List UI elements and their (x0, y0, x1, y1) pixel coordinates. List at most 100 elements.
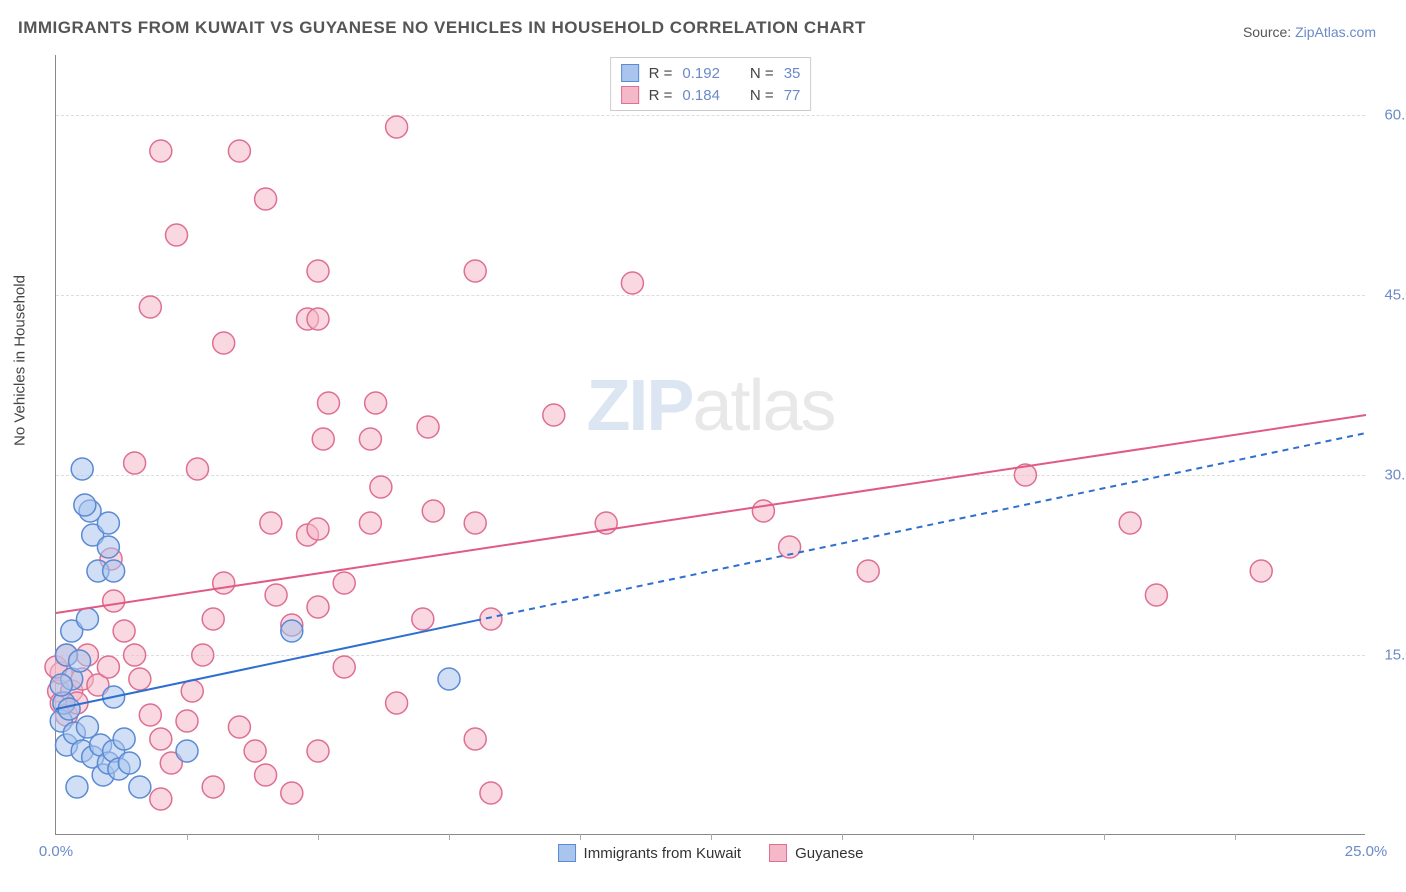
data-point (1119, 512, 1141, 534)
data-point (71, 458, 93, 480)
data-point (260, 512, 282, 534)
y-axis-label: No Vehicles in Household (12, 275, 29, 446)
data-point (752, 500, 774, 522)
source-value: ZipAtlas.com (1295, 24, 1376, 40)
legend-label: Immigrants from Kuwait (584, 845, 742, 862)
data-point (1250, 560, 1272, 582)
y-tick-label: 60.0% (1372, 107, 1406, 124)
n-label: N = (750, 65, 774, 82)
data-point (166, 224, 188, 246)
tick-minor (1235, 834, 1236, 840)
legend-label: Guyanese (795, 845, 863, 862)
tick-minor (842, 834, 843, 840)
data-point (97, 536, 119, 558)
data-point (74, 494, 96, 516)
data-point (50, 674, 72, 696)
data-point (417, 416, 439, 438)
data-point (543, 404, 565, 426)
data-point (176, 710, 198, 732)
data-point (857, 560, 879, 582)
tick-minor (580, 834, 581, 840)
data-point (213, 332, 235, 354)
legend-stat-row: R = 0.192 N = 35 (621, 62, 801, 84)
data-point (150, 140, 172, 162)
data-point (307, 518, 329, 540)
data-point (312, 428, 334, 450)
data-point (480, 782, 502, 804)
y-tick-label: 15.0% (1372, 647, 1406, 664)
legend-item: Immigrants from Kuwait (558, 844, 742, 862)
data-point (150, 788, 172, 810)
chart-svg (56, 55, 1365, 834)
data-point (139, 704, 161, 726)
data-point (307, 260, 329, 282)
data-point (213, 572, 235, 594)
data-point (422, 500, 444, 522)
data-point (386, 116, 408, 138)
data-point (129, 668, 151, 690)
legend-stat-row: R =0.184N =77 (621, 84, 801, 106)
data-point (176, 740, 198, 762)
data-point (317, 392, 339, 414)
data-point (181, 680, 203, 702)
data-point (186, 458, 208, 480)
data-point (150, 728, 172, 750)
source-label: Source: (1243, 24, 1291, 40)
tick-minor (1104, 834, 1105, 840)
data-point (118, 752, 140, 774)
data-point (359, 428, 381, 450)
r-label: R = (649, 87, 673, 104)
chart-title: IMMIGRANTS FROM KUWAIT VS GUYANESE NO VE… (18, 18, 866, 38)
data-point (307, 740, 329, 762)
data-point (202, 776, 224, 798)
data-point (281, 782, 303, 804)
legend-series: Immigrants from Kuwait Guyanese (558, 844, 864, 862)
data-point (307, 596, 329, 618)
data-point (76, 608, 98, 630)
data-point (103, 560, 125, 582)
data-point (307, 308, 329, 330)
data-point (228, 716, 250, 738)
data-point (103, 590, 125, 612)
data-point (464, 512, 486, 534)
n-label: N = (750, 87, 774, 104)
data-point (480, 608, 502, 630)
data-point (124, 452, 146, 474)
data-point (365, 392, 387, 414)
data-point (244, 740, 266, 762)
data-point (281, 620, 303, 642)
n-value: 35 (784, 65, 801, 82)
source-credit: Source: ZipAtlas.com (1243, 24, 1376, 40)
r-value: 0.184 (682, 87, 720, 104)
data-point (124, 644, 146, 666)
data-point (66, 776, 88, 798)
y-tick-label: 45.0% (1372, 287, 1406, 304)
tick-minor (449, 834, 450, 840)
legend-item: Guyanese (769, 844, 863, 862)
x-tick-label: 25.0% (1345, 843, 1388, 860)
legend-stats: R =0.192N =35R =0.184N =77 (610, 57, 812, 111)
data-point (370, 476, 392, 498)
r-value: 0.192 (682, 65, 720, 82)
legend-swatch (621, 64, 639, 82)
data-point (1145, 584, 1167, 606)
data-point (333, 572, 355, 594)
data-point (464, 728, 486, 750)
data-point (202, 608, 224, 630)
data-point (412, 608, 434, 630)
tick-minor (711, 834, 712, 840)
data-point (113, 620, 135, 642)
data-point (621, 272, 643, 294)
data-point (386, 692, 408, 714)
x-tick-label: 0.0% (39, 843, 73, 860)
r-label: R = (649, 65, 673, 82)
data-point (464, 260, 486, 282)
legend-swatch (621, 86, 639, 104)
legend-swatch (769, 844, 787, 862)
data-point (255, 188, 277, 210)
data-point (97, 656, 119, 678)
legend-swatch (558, 844, 576, 862)
data-point (129, 776, 151, 798)
tick-minor (973, 834, 974, 840)
trend-line (56, 415, 1366, 613)
